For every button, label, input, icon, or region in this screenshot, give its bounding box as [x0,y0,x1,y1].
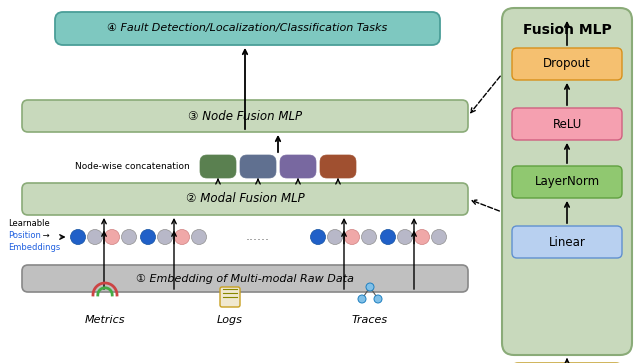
Text: Traces: Traces [352,315,388,325]
Circle shape [362,229,376,245]
Circle shape [141,229,156,245]
Circle shape [431,229,447,245]
Text: Fusion MLP: Fusion MLP [523,23,611,37]
Circle shape [358,295,366,303]
Text: →: → [40,231,50,240]
Text: Embeddings: Embeddings [8,242,60,252]
FancyBboxPatch shape [22,183,468,215]
FancyBboxPatch shape [22,100,468,132]
Text: Linear: Linear [548,236,586,249]
Text: ④ Fault Detection/Localization/Classification Tasks: ④ Fault Detection/Localization/Classific… [108,24,388,33]
FancyBboxPatch shape [502,8,632,355]
FancyBboxPatch shape [240,155,276,178]
FancyBboxPatch shape [320,155,356,178]
Circle shape [157,229,173,245]
Circle shape [122,229,136,245]
Text: ReLU: ReLU [552,118,582,131]
Text: ......: ...... [246,231,270,244]
Circle shape [374,295,382,303]
Circle shape [397,229,413,245]
FancyBboxPatch shape [280,155,316,178]
Text: Node-wise concatenation: Node-wise concatenation [76,162,190,171]
Text: ① Embedding of Multi-modal Raw Data: ① Embedding of Multi-modal Raw Data [136,273,354,284]
Text: Learnable: Learnable [8,219,50,228]
Text: Dropout: Dropout [543,57,591,70]
FancyBboxPatch shape [512,166,622,198]
Circle shape [70,229,86,245]
Circle shape [344,229,360,245]
FancyBboxPatch shape [55,12,440,45]
Text: Position: Position [8,231,41,240]
Circle shape [310,229,326,245]
Circle shape [104,229,120,245]
Circle shape [191,229,207,245]
FancyBboxPatch shape [512,108,622,140]
FancyBboxPatch shape [220,287,240,307]
Circle shape [415,229,429,245]
Text: ③ Node Fusion MLP: ③ Node Fusion MLP [188,110,302,122]
Text: ② Modal Fusion MLP: ② Modal Fusion MLP [186,192,305,205]
Circle shape [381,229,396,245]
FancyBboxPatch shape [512,48,622,80]
Circle shape [175,229,189,245]
FancyBboxPatch shape [200,155,236,178]
FancyBboxPatch shape [512,226,622,258]
Text: Logs: Logs [217,315,243,325]
Text: Metrics: Metrics [84,315,125,325]
FancyBboxPatch shape [22,265,468,292]
Circle shape [88,229,102,245]
Circle shape [366,283,374,291]
Circle shape [328,229,342,245]
Text: LayerNorm: LayerNorm [534,175,600,188]
